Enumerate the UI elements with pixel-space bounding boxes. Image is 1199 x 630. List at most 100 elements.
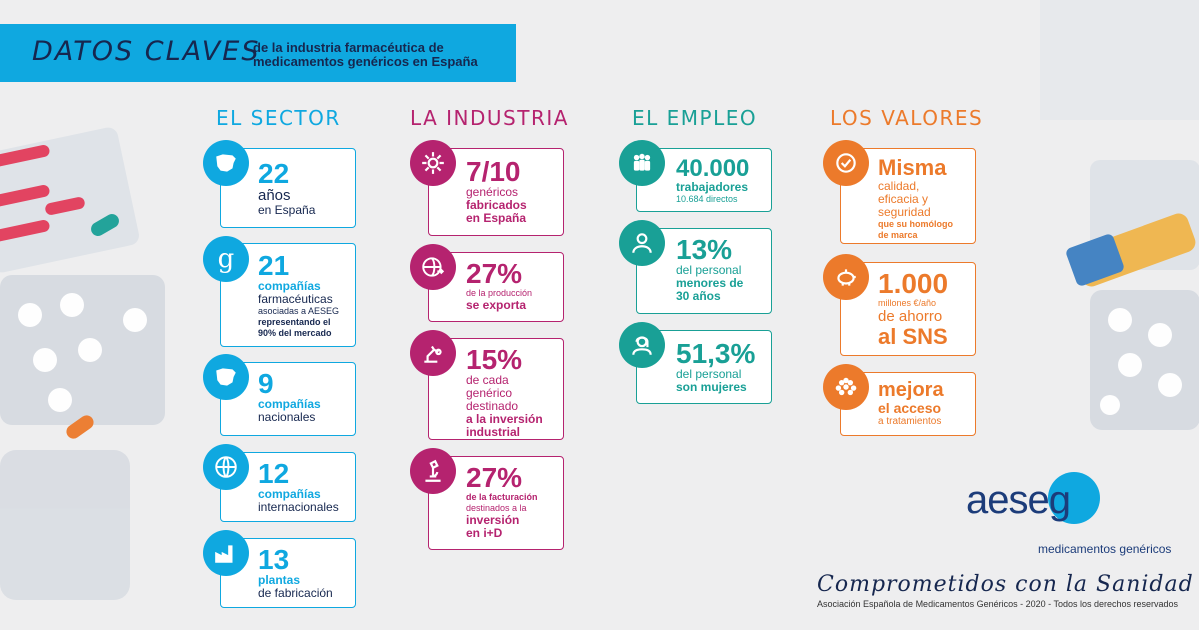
valores-card-access: [840, 372, 976, 436]
stat-label: a tratamientos: [878, 416, 942, 427]
spain-map-icon: [203, 140, 249, 186]
heading-empleo: EL EMPLEO: [632, 106, 758, 130]
sector-stat-international: 12 compañías internacionales: [258, 460, 339, 514]
sector-stat-companies: 21 compañías farmacéuticas asociadas a A…: [258, 252, 339, 339]
stat-label: años: [258, 187, 291, 204]
stat-label: que su homólogo: [878, 219, 953, 229]
stat-label: inversión: [466, 513, 520, 527]
stat-label: en i+D: [466, 526, 503, 540]
stat-number: Misma: [878, 155, 947, 180]
heading-valores: LOS VALORES: [830, 106, 984, 130]
industria-stat-investment: 15% de cada genérico destinado a la inve…: [466, 346, 543, 439]
stat-label: plantas: [258, 573, 301, 587]
stat-label: destinado: [466, 399, 519, 413]
microscope-icon: [410, 448, 456, 494]
empleo-stat-young: 13% del personal menores de 30 años: [676, 236, 743, 303]
stat-label: del personal: [676, 367, 742, 381]
industria-stat-export: 27% de la producción se exporta: [466, 260, 532, 312]
heading-industria: LA INDUSTRIA: [410, 106, 569, 130]
stat-label: compañías: [258, 487, 321, 501]
header-banner: DATOS CLAVES de la industria farmacéutic…: [0, 24, 516, 82]
empleo-card-young: [636, 228, 772, 314]
stat-label: 30 años: [676, 289, 721, 303]
stat-label: 90% del mercado: [258, 328, 332, 338]
woman-icon: [619, 322, 665, 368]
sector-stat-national: 9 compañías nacionales: [258, 370, 321, 424]
globe-arrow-icon: [410, 244, 456, 290]
stat-label: seguridad: [878, 205, 931, 219]
stat-number: 13: [258, 544, 290, 575]
stat-number: 13%: [676, 234, 733, 265]
stat-label: a la inversión: [466, 412, 543, 426]
stat-number: mejora: [878, 379, 944, 401]
stat-number: 12: [258, 458, 290, 489]
stat-number: 7/10: [466, 156, 521, 187]
check-badge-icon: [823, 140, 869, 186]
copyright: Asociación Española de Medicamentos Gené…: [817, 599, 1179, 609]
stat-label: 10.684 directos: [676, 194, 738, 204]
stat-label: trabajadores: [676, 180, 749, 194]
gear-icon: [410, 140, 456, 186]
sector-stat-years: 22 años en España: [258, 160, 315, 217]
stat-number: 22: [258, 158, 290, 189]
stat-number: 40.000: [676, 155, 750, 182]
stat-number: 51,3%: [676, 338, 756, 369]
valores-stat-access: mejora el acceso a tratamientos: [878, 380, 944, 427]
stat-label: industrial: [466, 425, 521, 439]
logo-circle: [1048, 472, 1100, 524]
stat-number: 1.000: [878, 268, 949, 299]
spain-map-icon: [203, 354, 249, 400]
stat-label: compañías: [258, 279, 321, 293]
stat-label: compañías: [258, 397, 321, 411]
stat-label: en España: [258, 203, 316, 217]
stat-label: se exporta: [466, 298, 527, 312]
factory-icon: [203, 530, 249, 576]
people-group-icon: [619, 140, 665, 186]
stat-label: genérico: [466, 386, 513, 400]
stat-label: en España: [466, 211, 527, 225]
stat-label: de la producción: [466, 288, 533, 298]
stat-label: menores de: [676, 276, 744, 290]
stat-label: de ahorro: [878, 308, 943, 325]
valores-stat-savings: 1.000 millones €/año de ahorro al SNS: [878, 270, 948, 349]
empleo-stat-women: 51,3% del personal son mujeres: [676, 340, 755, 394]
industria-stat-made: 7/10 genéricos fabricados en España: [466, 158, 527, 225]
logo-sub2: genéricos: [1119, 542, 1172, 556]
stat-label: eficacia y: [878, 192, 929, 206]
stat-label: representando el: [258, 317, 331, 327]
crowd-icon: [823, 364, 869, 410]
stat-number: 27%: [466, 258, 523, 289]
stat-label: nacionales: [258, 410, 316, 424]
heading-sector: EL SECTOR: [216, 106, 341, 130]
stat-label: millones €/año: [878, 298, 937, 308]
banner-subtitle-line2: medicamentos genéricos en España: [253, 54, 478, 69]
stat-label: genéricos: [466, 185, 519, 199]
stat-label: calidad,: [878, 179, 920, 193]
logo-sub1: medicamentos: [1038, 542, 1117, 556]
stat-label: de la facturación: [466, 492, 538, 502]
banner-title: DATOS CLAVES: [32, 36, 261, 67]
young-person-icon: [619, 220, 665, 266]
stat-label: son mujeres: [676, 380, 747, 394]
stat-label: fabricados: [466, 198, 527, 212]
stat-label: el acceso: [878, 400, 942, 416]
stat-number: 27%: [466, 462, 523, 493]
stat-label: destinados a la: [466, 503, 527, 513]
banner-subtitle: de la industria farmacéutica de medicame…: [253, 41, 478, 69]
stat-label: de fabricación: [258, 586, 333, 600]
globe-icon: [203, 444, 249, 490]
stat-label: internacionales: [258, 500, 339, 514]
stat-label: del personal: [676, 263, 742, 277]
piggy-bank-icon: [823, 254, 869, 300]
stat-label: de marca: [878, 230, 918, 240]
stat-number: 9: [258, 368, 274, 399]
tagline: Comprometidos con la Sanidad: [817, 572, 1194, 597]
logo-word: aeseg: [966, 478, 1071, 522]
sector-stat-plants: 13 plantas de fabricación: [258, 546, 333, 600]
stat-number: 15%: [466, 344, 523, 375]
industria-stat-rd: 27% de la facturación destinados a la in…: [466, 464, 538, 540]
aeseg-g-icon: g: [203, 236, 249, 282]
stat-label: farmacéuticas: [258, 292, 333, 306]
empleo-stat-workers: 40.000 trabajadores 10.684 directos: [676, 157, 749, 205]
